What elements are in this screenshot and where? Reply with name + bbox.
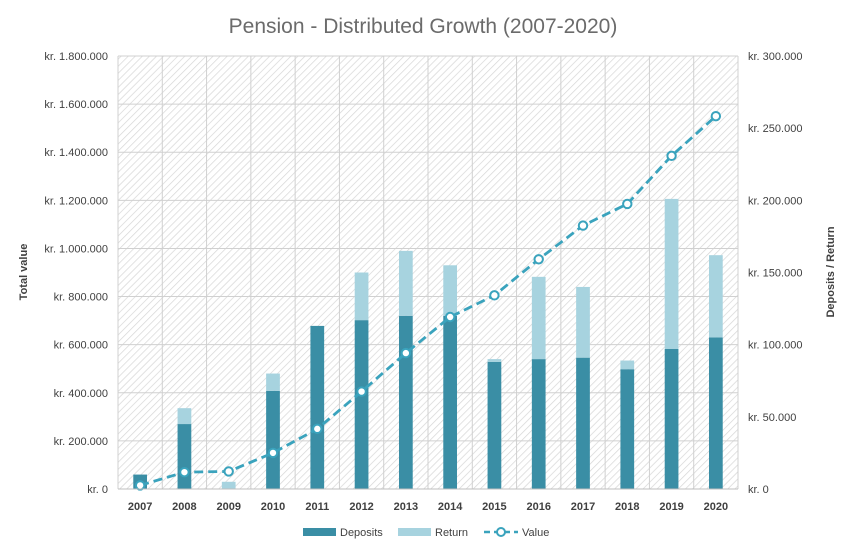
legend-label-return: Return [435, 527, 468, 539]
y-right-axis-title: Deposits / Return [825, 226, 837, 317]
bar-return [354, 272, 369, 321]
x-tick-label: 2008 [172, 501, 196, 513]
point-value [489, 290, 500, 301]
point-value [533, 254, 544, 265]
point-value [267, 447, 279, 459]
point-value [134, 480, 146, 491]
x-tick-label: 2017 [571, 501, 595, 513]
y-left-tick-label: kr. 1.400.000 [44, 147, 108, 159]
y-right-tick-label: kr. 200.000 [748, 195, 802, 207]
point-value [444, 311, 456, 323]
line-value [139, 115, 717, 487]
y-right-tick-label: kr. 250.000 [748, 123, 802, 135]
x-tick-label: 2010 [261, 501, 285, 513]
y-left-tick-label: kr. 600.000 [54, 340, 108, 352]
bars [133, 198, 723, 489]
bar-return [708, 255, 723, 338]
bar-deposits [708, 337, 723, 489]
point-value [666, 150, 677, 162]
point-value [179, 466, 190, 478]
x-tick-label: 2012 [349, 501, 373, 513]
bar-return [576, 286, 590, 358]
y-left-tick-label: kr. 0 [87, 484, 108, 496]
point-value [312, 423, 323, 435]
axes: kr. 0 kr. 200.000 kr. 400.000 kr. 600.000 kr… [44, 51, 802, 513]
x-tick-label: 2011 [305, 501, 329, 513]
y-left-axis-title: Total value [18, 244, 30, 301]
x-tick-label: 2013 [394, 501, 418, 513]
y-left-tick-label: kr. 1.600.000 [44, 99, 108, 111]
x-tick-label: 2019 [659, 501, 683, 513]
point-value [710, 110, 722, 122]
point-value [356, 386, 367, 397]
y-right-tick-label: kr. 0 [748, 484, 769, 496]
bar-return [398, 250, 413, 316]
bar-return [620, 360, 635, 370]
gridlines [117, 55, 739, 490]
legend-label-deposits: Deposits [340, 527, 383, 539]
bar-return [221, 481, 236, 489]
legend: Deposits Return Value [303, 527, 549, 539]
bar-deposits [310, 325, 325, 489]
value-line [134, 110, 722, 491]
bar-return [531, 276, 546, 360]
y-left-tick-label: kr. 200.000 [54, 436, 108, 448]
bar-return [266, 373, 280, 391]
x-tick-label: 2015 [482, 501, 506, 513]
bar-deposits [531, 359, 546, 489]
point-value [577, 220, 589, 231]
chart-title: Pension - Distributed Growth (2007-2020) [229, 15, 618, 38]
x-tick-label: 2007 [128, 501, 152, 513]
point-value [223, 466, 234, 477]
bar-return [664, 198, 679, 349]
x-tick-label: 2009 [216, 501, 240, 513]
bar-deposits [398, 315, 413, 489]
bar-deposits [576, 357, 590, 489]
bar-deposits [620, 369, 635, 489]
y-left-tick-label: kr. 1.800.000 [44, 51, 108, 63]
y-right-tick-label: kr. 300.000 [748, 51, 802, 63]
x-tick-label: 2014 [438, 501, 463, 513]
legend-swatch-deposits [303, 528, 336, 536]
bar-deposits [354, 320, 369, 489]
x-tick-label: 2020 [704, 501, 728, 513]
bar-deposits [266, 390, 280, 489]
bar-return [177, 408, 192, 425]
y-left-tick-label: kr. 1.200.000 [44, 195, 108, 207]
bar-deposits [177, 424, 192, 489]
bar-return [487, 359, 502, 362]
y-left-tick-label: kr. 400.000 [54, 388, 108, 400]
point-value [400, 347, 412, 359]
bar-deposits [443, 315, 458, 489]
y-right-tick-label: kr. 100.000 [748, 340, 802, 352]
y-right-tick-label: kr. 50.000 [748, 412, 796, 424]
bar-deposits [664, 348, 679, 489]
x-tick-label: 2018 [615, 501, 639, 513]
bar-deposits [487, 361, 502, 489]
y-right-tick-label: kr. 150.000 [748, 268, 802, 280]
point-value [622, 198, 633, 210]
bar-return [443, 265, 458, 316]
legend-label-value: Value [522, 527, 549, 539]
legend-swatch-return [398, 528, 431, 536]
y-left-tick-label: kr. 800.000 [54, 292, 108, 304]
x-tick-label: 2016 [526, 501, 550, 513]
legend-swatch-value-marker [496, 527, 506, 537]
y-left-tick-label: kr. 1.000.000 [44, 243, 108, 255]
